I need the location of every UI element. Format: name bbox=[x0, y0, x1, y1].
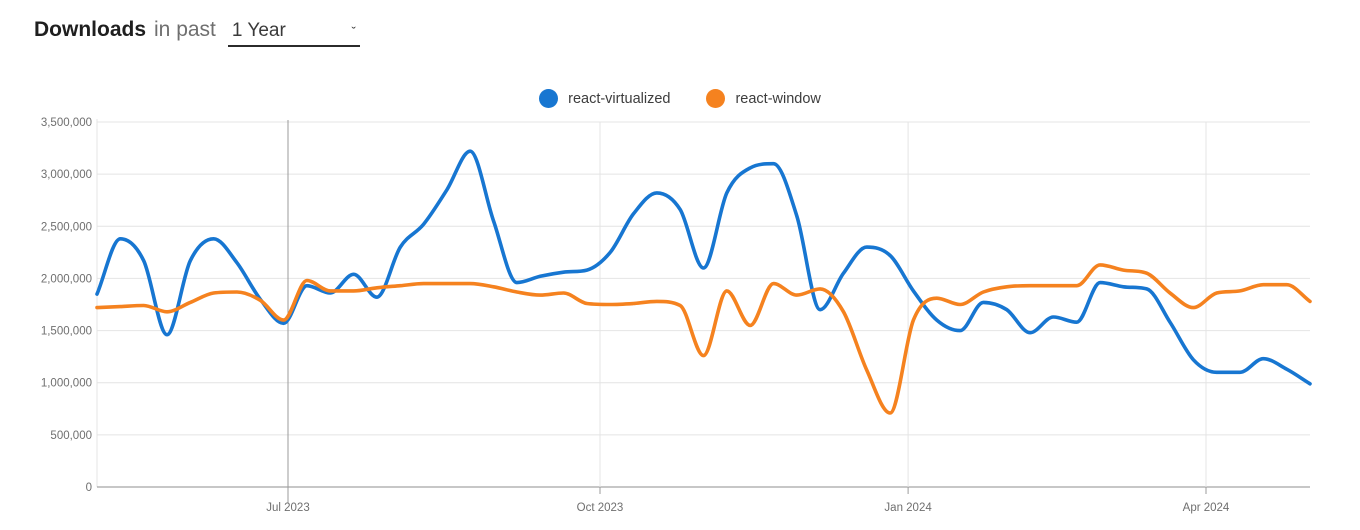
x-axis-label: Apr 2024 bbox=[1183, 502, 1230, 514]
legend-label: react-virtualized bbox=[568, 90, 671, 107]
legend-swatch-react-window bbox=[706, 89, 726, 108]
y-axis-label: 1,500,000 bbox=[41, 326, 92, 338]
page-title: Downloads in past 1 Year ˇ bbox=[34, 18, 360, 47]
y-axis-label: 2,500,000 bbox=[41, 221, 92, 233]
period-select-value: 1 Year bbox=[231, 20, 286, 41]
legend-swatch-react-virtualized bbox=[539, 89, 559, 108]
title-in-past: in past bbox=[154, 18, 216, 41]
series-line-react-window[interactable] bbox=[95, 263, 1312, 415]
series-line-react-virtualized[interactable] bbox=[95, 149, 1312, 386]
x-axis-label: Oct 2023 bbox=[577, 502, 624, 514]
period-select[interactable]: 1 Year ˇ bbox=[227, 20, 360, 47]
legend: react-virtualized react-window bbox=[0, 89, 1360, 108]
y-axis-label: 3,000,000 bbox=[41, 169, 92, 181]
x-axis-label: Jan 2024 bbox=[884, 502, 932, 514]
legend-label: react-window bbox=[735, 90, 821, 107]
y-axis-label: 2,000,000 bbox=[41, 273, 92, 285]
legend-item-react-window[interactable]: react-window bbox=[706, 89, 821, 108]
y-axis-label: 1,000,000 bbox=[41, 378, 92, 390]
y-axis-label: 3,500,000 bbox=[41, 117, 92, 129]
y-axis-label: 500,000 bbox=[50, 430, 92, 442]
y-axis-label: 0 bbox=[86, 482, 92, 494]
chevron-down-icon: ˇ bbox=[351, 23, 356, 39]
x-axis-label: Jul 2023 bbox=[266, 502, 309, 514]
legend-item-react-virtualized[interactable]: react-virtualized bbox=[539, 89, 670, 108]
title-downloads: Downloads bbox=[34, 18, 147, 41]
